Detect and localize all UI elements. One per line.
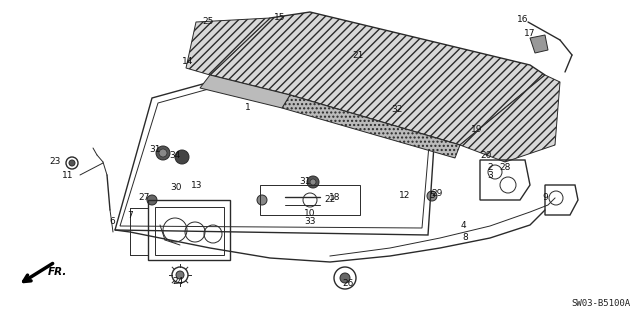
Text: 8: 8 [462, 233, 468, 241]
Text: SW03-B5100A: SW03-B5100A [571, 299, 630, 308]
Text: 15: 15 [275, 13, 285, 23]
Text: 26: 26 [342, 279, 354, 288]
Polygon shape [530, 35, 548, 53]
Text: 9: 9 [542, 194, 548, 203]
Circle shape [69, 160, 75, 166]
Text: 4: 4 [460, 221, 466, 231]
Text: 30: 30 [170, 183, 182, 192]
Text: 3: 3 [487, 170, 493, 180]
Polygon shape [200, 75, 290, 108]
Text: 13: 13 [191, 181, 203, 189]
Text: 32: 32 [391, 106, 403, 115]
Text: 5: 5 [429, 191, 435, 201]
Circle shape [402, 106, 414, 118]
Text: 29: 29 [431, 189, 443, 197]
Text: 6: 6 [109, 218, 115, 226]
Text: 19: 19 [471, 125, 483, 135]
Circle shape [427, 191, 437, 201]
Text: 23: 23 [49, 157, 61, 166]
Polygon shape [210, 12, 545, 145]
Text: 7: 7 [127, 211, 133, 220]
Text: 25: 25 [202, 18, 214, 26]
Circle shape [147, 195, 157, 205]
Text: 34: 34 [170, 151, 180, 160]
Circle shape [310, 179, 316, 185]
Text: 2: 2 [487, 162, 493, 172]
Polygon shape [282, 95, 460, 158]
Text: 11: 11 [62, 170, 74, 180]
Text: 24: 24 [172, 277, 184, 286]
Circle shape [471, 127, 481, 137]
Circle shape [340, 273, 350, 283]
Circle shape [156, 146, 170, 160]
Text: 12: 12 [399, 190, 411, 199]
Circle shape [307, 176, 319, 188]
Text: 31: 31 [300, 176, 311, 186]
Text: 31: 31 [149, 145, 161, 154]
Text: 28: 28 [499, 162, 511, 172]
Text: FR.: FR. [48, 267, 67, 277]
Circle shape [257, 195, 267, 205]
Text: 18: 18 [329, 192, 340, 202]
Circle shape [176, 271, 184, 279]
Circle shape [175, 150, 189, 164]
Text: 33: 33 [304, 218, 316, 226]
Text: 21: 21 [352, 50, 364, 60]
Text: 22: 22 [324, 196, 335, 204]
Text: 17: 17 [524, 29, 536, 39]
Text: 20: 20 [480, 152, 492, 160]
Text: 16: 16 [517, 16, 529, 25]
Text: 10: 10 [304, 209, 316, 218]
Polygon shape [186, 18, 270, 75]
Text: 1: 1 [245, 103, 251, 113]
Polygon shape [460, 75, 560, 162]
Text: 14: 14 [182, 57, 194, 66]
Text: 27: 27 [138, 194, 150, 203]
Circle shape [159, 149, 167, 157]
